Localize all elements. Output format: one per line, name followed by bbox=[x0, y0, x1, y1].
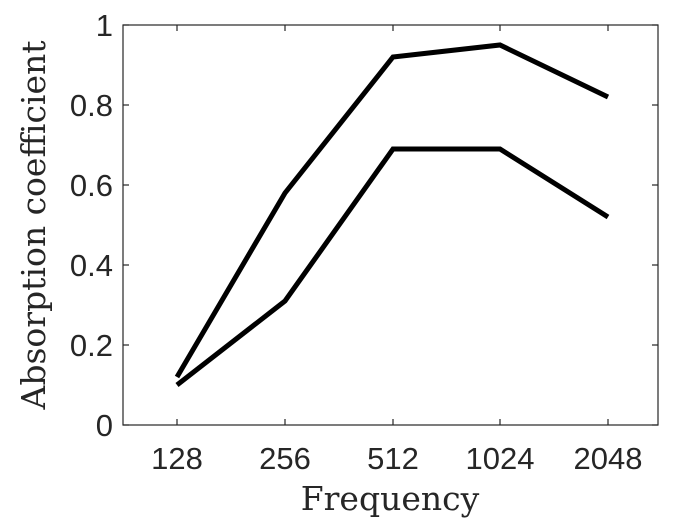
x-axis: 128 256 512 1024 2048 bbox=[151, 25, 642, 476]
x-tick-label: 512 bbox=[367, 441, 419, 476]
y-tick-label: 1 bbox=[96, 8, 113, 43]
x-tick-label: 256 bbox=[259, 441, 311, 476]
y-tick-label: 0.4 bbox=[70, 248, 113, 283]
y-tick-label: 0.6 bbox=[70, 168, 113, 203]
x-tick-label: 128 bbox=[151, 441, 203, 476]
y-tick-label: 0 bbox=[96, 408, 113, 443]
series-line-2 bbox=[175, 146, 610, 387]
plot-area bbox=[122, 24, 659, 426]
x-axis-label: Frequency bbox=[301, 479, 480, 518]
y-tick-label: 0.2 bbox=[70, 328, 113, 363]
series-layer bbox=[174, 42, 610, 387]
x-tick-label: 2048 bbox=[574, 441, 643, 476]
y-axis-label: Absorption coefficient bbox=[14, 40, 53, 410]
y-tick-label: 0.8 bbox=[70, 88, 113, 123]
y-axis: 0 0.2 0.4 0.6 0.8 1 bbox=[70, 8, 658, 443]
series-line-1 bbox=[174, 42, 610, 379]
x-tick-label: 1024 bbox=[466, 441, 535, 476]
